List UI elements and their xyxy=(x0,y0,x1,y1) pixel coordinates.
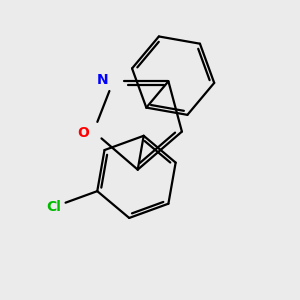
Text: N: N xyxy=(96,73,108,87)
Text: O: O xyxy=(77,126,89,140)
Text: Cl: Cl xyxy=(46,200,62,214)
